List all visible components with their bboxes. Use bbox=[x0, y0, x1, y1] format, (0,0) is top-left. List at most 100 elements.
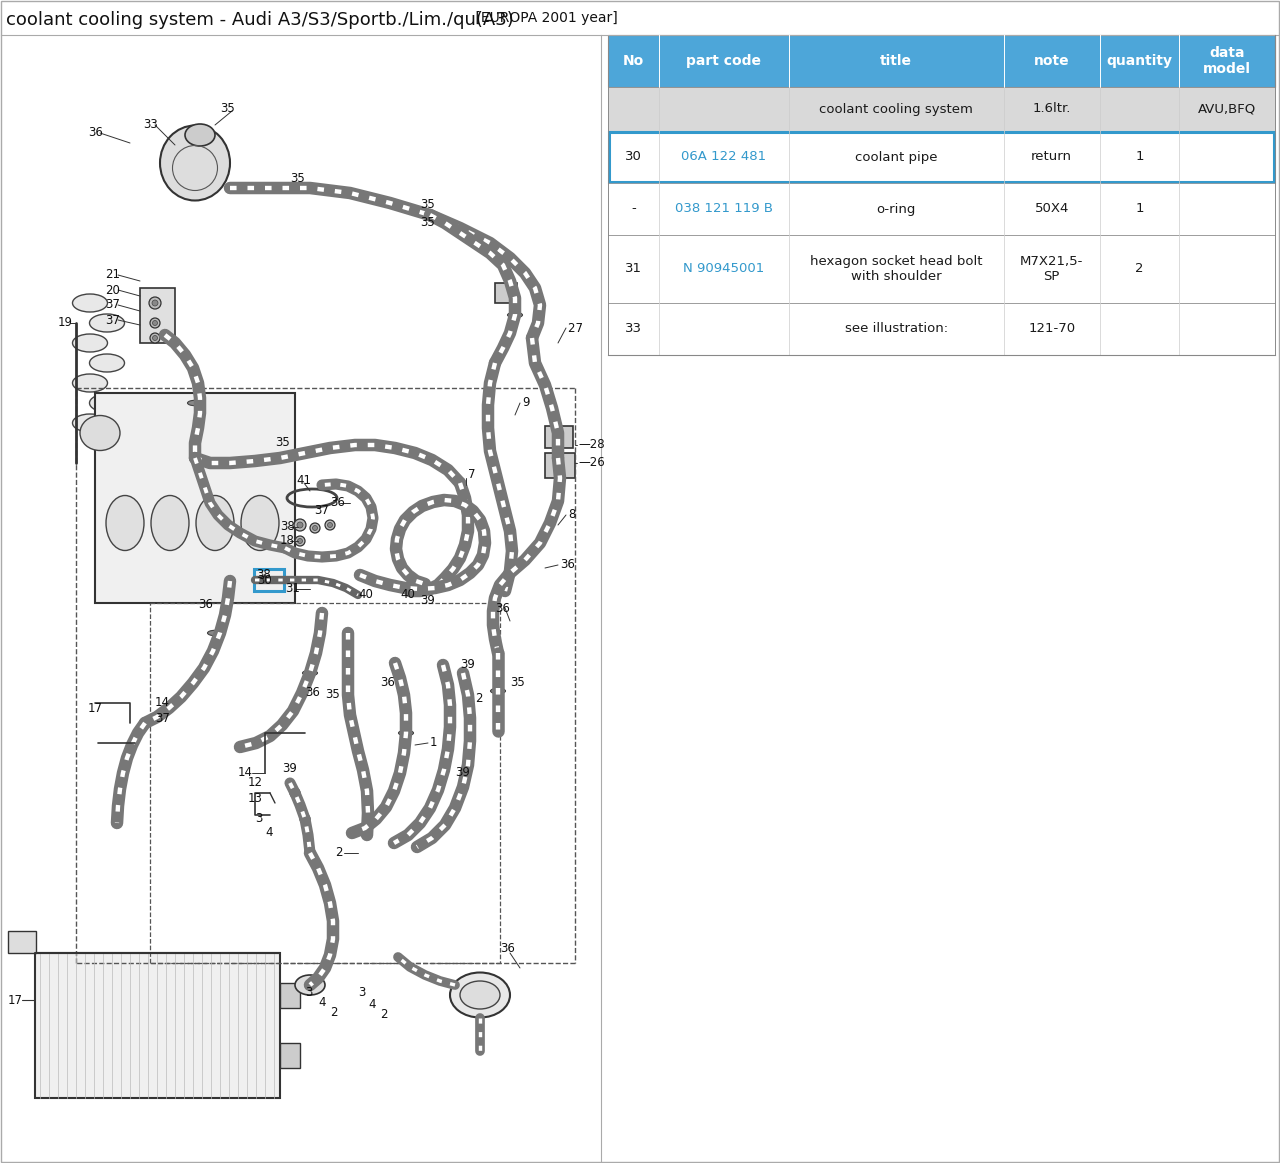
Text: 2: 2 bbox=[475, 692, 483, 705]
Text: 35: 35 bbox=[220, 101, 234, 114]
Text: 12: 12 bbox=[248, 777, 262, 790]
Ellipse shape bbox=[196, 495, 234, 550]
Circle shape bbox=[445, 700, 454, 709]
Bar bbox=[608, 304, 1275, 355]
Circle shape bbox=[325, 520, 335, 530]
Bar bbox=[608, 35, 1275, 87]
Text: 18: 18 bbox=[280, 535, 294, 548]
Bar bbox=[35, 952, 280, 1098]
Ellipse shape bbox=[187, 400, 202, 406]
Text: 121-70: 121-70 bbox=[1028, 322, 1075, 335]
Circle shape bbox=[294, 519, 306, 531]
Text: 14: 14 bbox=[155, 697, 170, 709]
Text: 27: 27 bbox=[568, 321, 590, 335]
Text: data
model: data model bbox=[1203, 45, 1251, 76]
Text: 36: 36 bbox=[495, 601, 509, 614]
Text: part code: part code bbox=[686, 53, 762, 67]
Ellipse shape bbox=[372, 442, 388, 448]
Text: 31: 31 bbox=[625, 263, 643, 276]
Text: 38: 38 bbox=[280, 521, 294, 534]
Ellipse shape bbox=[451, 972, 509, 1018]
Circle shape bbox=[291, 789, 300, 798]
Text: 33: 33 bbox=[625, 322, 643, 335]
Text: 39: 39 bbox=[420, 594, 435, 607]
Text: 35: 35 bbox=[420, 216, 435, 229]
Text: —26: —26 bbox=[579, 457, 604, 470]
Text: AVU,BFQ: AVU,BFQ bbox=[1198, 102, 1256, 115]
Text: 37: 37 bbox=[105, 314, 120, 327]
Circle shape bbox=[293, 791, 297, 795]
Text: 3: 3 bbox=[305, 986, 312, 999]
Text: 21: 21 bbox=[105, 269, 120, 281]
Ellipse shape bbox=[90, 314, 124, 331]
Bar bbox=[495, 283, 517, 304]
Text: return: return bbox=[1032, 150, 1073, 164]
Bar bbox=[280, 983, 300, 1008]
Text: 1: 1 bbox=[1135, 202, 1143, 215]
Text: 14: 14 bbox=[238, 766, 253, 779]
Text: 36: 36 bbox=[330, 497, 344, 509]
Text: 39: 39 bbox=[460, 658, 475, 671]
Bar bbox=[609, 131, 1274, 181]
Ellipse shape bbox=[73, 294, 108, 312]
Text: note: note bbox=[1034, 53, 1070, 67]
Bar bbox=[608, 183, 1275, 235]
Text: o-ring: o-ring bbox=[877, 202, 916, 215]
Ellipse shape bbox=[294, 975, 325, 996]
Text: 17: 17 bbox=[8, 993, 23, 1006]
Text: 31: 31 bbox=[285, 583, 300, 595]
Bar bbox=[608, 87, 1275, 131]
Circle shape bbox=[297, 538, 302, 543]
Text: 36: 36 bbox=[380, 677, 394, 690]
Text: 06A 122 481: 06A 122 481 bbox=[681, 150, 767, 164]
Circle shape bbox=[439, 765, 449, 775]
Text: 1: 1 bbox=[1135, 150, 1143, 164]
Circle shape bbox=[328, 522, 333, 528]
Bar bbox=[280, 1043, 300, 1068]
Text: 1.6ltr.: 1.6ltr. bbox=[1033, 102, 1071, 115]
Text: 35: 35 bbox=[420, 199, 435, 212]
Text: 30: 30 bbox=[257, 573, 271, 586]
Text: 9: 9 bbox=[522, 397, 530, 409]
Circle shape bbox=[312, 526, 317, 530]
Text: 39: 39 bbox=[454, 766, 470, 779]
Text: coolant pipe: coolant pipe bbox=[855, 150, 937, 164]
Ellipse shape bbox=[490, 688, 506, 693]
Bar bbox=[608, 131, 1275, 183]
Text: 39: 39 bbox=[282, 762, 297, 775]
Circle shape bbox=[150, 333, 160, 343]
Text: 2: 2 bbox=[330, 1006, 338, 1020]
Text: 35: 35 bbox=[325, 688, 339, 701]
Text: 35: 35 bbox=[509, 677, 525, 690]
Ellipse shape bbox=[460, 982, 500, 1009]
Text: 37: 37 bbox=[314, 504, 329, 516]
Circle shape bbox=[152, 335, 157, 341]
Text: 2: 2 bbox=[335, 847, 343, 859]
Circle shape bbox=[150, 317, 160, 328]
Circle shape bbox=[310, 523, 320, 533]
Circle shape bbox=[302, 816, 307, 821]
Text: 13: 13 bbox=[248, 792, 262, 805]
Ellipse shape bbox=[398, 730, 413, 736]
Text: 38: 38 bbox=[256, 569, 271, 582]
Bar bbox=[140, 288, 175, 343]
Bar bbox=[608, 235, 1275, 304]
Circle shape bbox=[148, 297, 161, 309]
Text: 2: 2 bbox=[1135, 263, 1143, 276]
Text: 35: 35 bbox=[291, 171, 305, 185]
Text: 40: 40 bbox=[358, 588, 372, 601]
Text: 41: 41 bbox=[296, 475, 311, 487]
Text: 038 121 119 B: 038 121 119 B bbox=[675, 202, 773, 215]
Ellipse shape bbox=[207, 630, 223, 636]
Text: [EUROPA 2001 year]: [EUROPA 2001 year] bbox=[471, 10, 618, 24]
Text: quantity: quantity bbox=[1106, 53, 1172, 67]
Text: 20: 20 bbox=[105, 284, 120, 297]
Text: 3: 3 bbox=[255, 812, 262, 825]
Circle shape bbox=[152, 300, 157, 306]
Text: coolant cooling system - Audi A3/S3/Sportb./Lim./qu(A3): coolant cooling system - Audi A3/S3/Spor… bbox=[6, 10, 513, 29]
Text: 36: 36 bbox=[500, 942, 515, 955]
Ellipse shape bbox=[302, 670, 317, 676]
Ellipse shape bbox=[79, 415, 120, 450]
Text: 7: 7 bbox=[468, 469, 475, 481]
Text: 40: 40 bbox=[399, 588, 415, 601]
